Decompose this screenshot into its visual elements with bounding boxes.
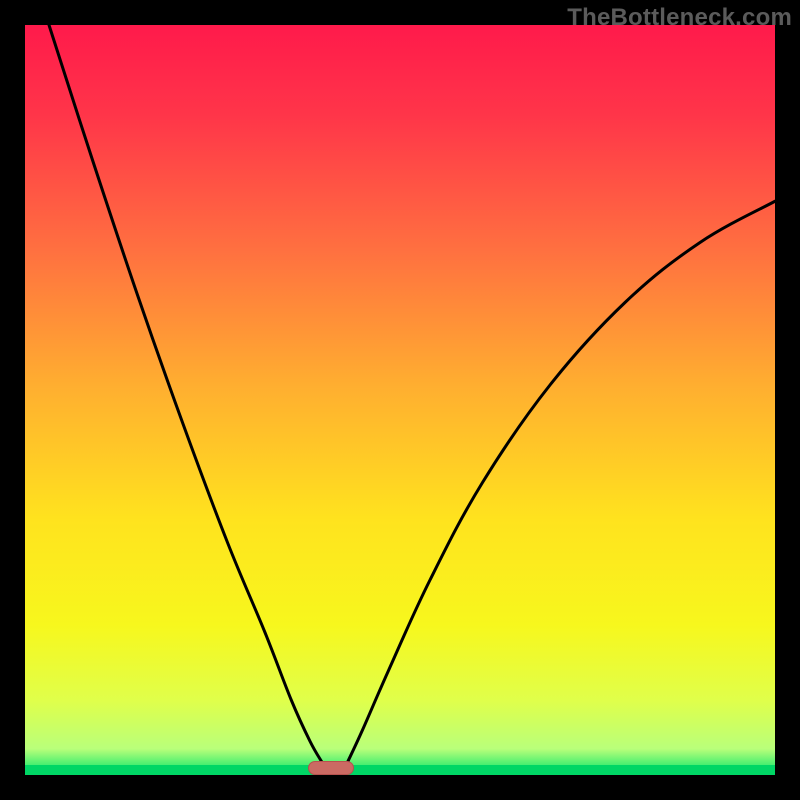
bottleneck-curves xyxy=(25,25,775,775)
curve-left xyxy=(49,25,322,762)
bottleneck-marker xyxy=(308,761,354,775)
watermark-text: TheBottleneck.com xyxy=(567,4,792,32)
curve-right xyxy=(348,201,776,762)
plot-area xyxy=(25,25,775,775)
